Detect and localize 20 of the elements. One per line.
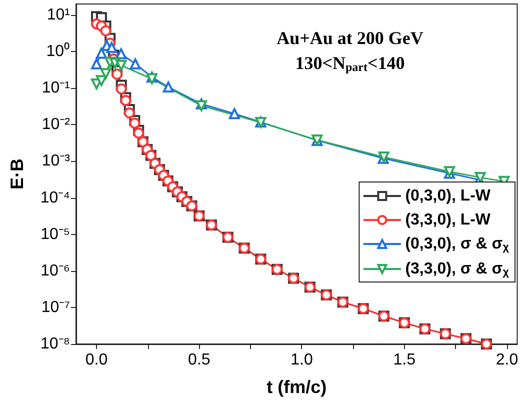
legend-label: (3,3,0), L-W <box>405 212 492 228</box>
y-tick-label: 10⁻⁴ <box>40 189 70 206</box>
y-tick-label: 10⁻⁸ <box>40 336 70 352</box>
y-tick-label: 10¹ <box>46 6 70 24</box>
y-tick-label: 10⁻⁶ <box>40 262 70 280</box>
legend-label: (0,3,0), L-W <box>405 188 492 204</box>
x-tick-label: 2.0 <box>496 352 518 368</box>
x-tick-label: 1.0 <box>290 352 313 368</box>
x-tick-label: 1.5 <box>393 352 416 368</box>
y-tick-label: 10⁻¹ <box>42 80 70 97</box>
y-tick-label: 10⁻⁵ <box>40 226 70 243</box>
y-tick-label: 10⁻⁷ <box>41 298 70 316</box>
y-axis-title: E·B <box>7 158 27 190</box>
y-tick-label: 10⁻³ <box>42 152 71 170</box>
x-axis-title: t (fm/c) <box>266 377 327 397</box>
y-tick-label: 10⁰ <box>46 42 70 60</box>
y-tick-label: 10⁻² <box>42 116 71 134</box>
x-tick-label: 0.5 <box>188 352 210 368</box>
text: Au+Au at 200 GeV <box>276 28 424 48</box>
x-tick-label: 0.0 <box>85 352 108 368</box>
